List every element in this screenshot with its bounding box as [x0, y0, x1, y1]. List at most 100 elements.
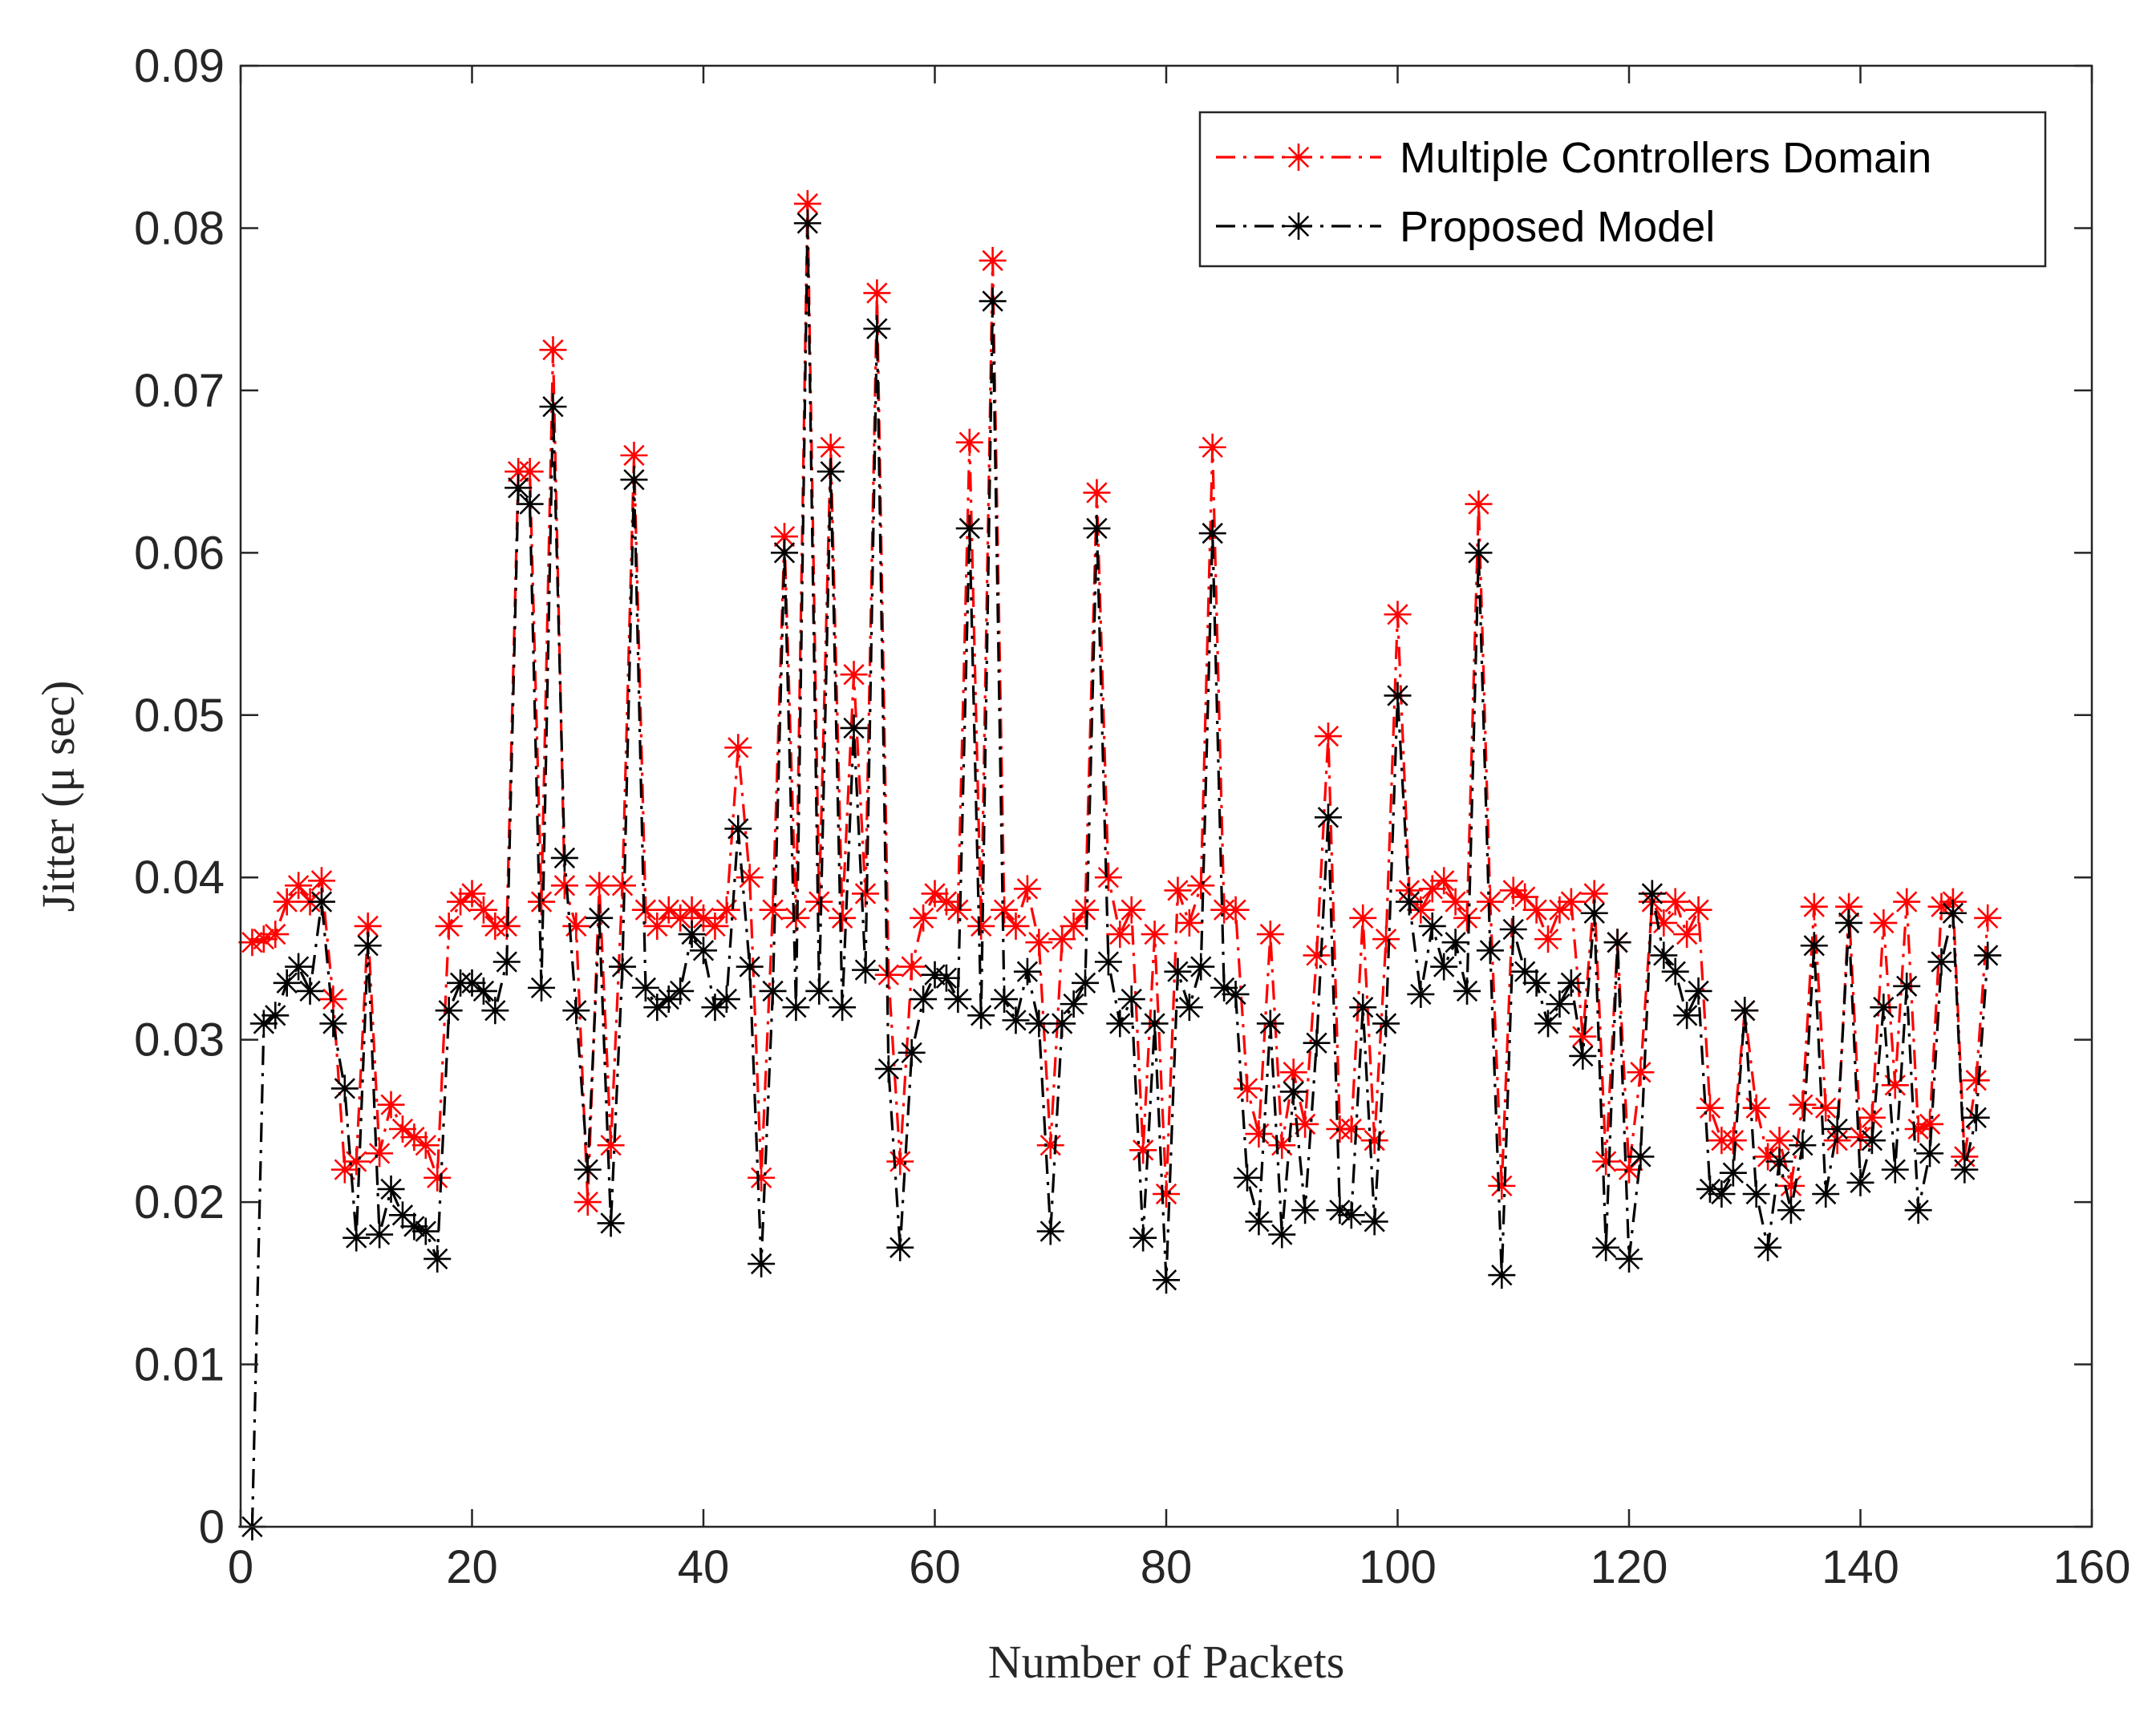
data-point-proposed-model	[1904, 1196, 1932, 1224]
data-point-multiple-controllers	[1418, 875, 1446, 903]
data-point-proposed-model	[1083, 514, 1111, 542]
data-point-proposed-model	[1418, 912, 1446, 940]
data-point-proposed-model	[944, 986, 972, 1014]
data-point-multiple-controllers	[1789, 1091, 1817, 1119]
data-point-proposed-model	[1488, 1261, 1516, 1289]
y-tick-label: 0	[199, 1501, 225, 1553]
y-axis-title: Jitter (μ sec)	[32, 681, 84, 913]
data-point-multiple-controllers	[1569, 1022, 1597, 1050]
data-point-proposed-model	[1580, 899, 1608, 927]
data-point-proposed-model	[712, 986, 740, 1014]
data-point-proposed-model	[667, 977, 695, 1005]
data-point-proposed-model	[1337, 1201, 1365, 1229]
data-point-proposed-model	[481, 997, 509, 1025]
data-point-multiple-controllers	[1072, 896, 1100, 924]
data-point-proposed-model	[1233, 1164, 1261, 1192]
data-point-multiple-controllers	[863, 279, 891, 307]
series-multiple-controllers	[238, 190, 2002, 1216]
data-point-multiple-controllers	[1164, 876, 1192, 905]
data-point-proposed-model	[1453, 977, 1481, 1005]
data-point-proposed-model	[411, 1217, 440, 1245]
x-tick-label: 100	[1359, 1541, 1437, 1593]
data-point-multiple-controllers	[1511, 883, 1539, 911]
data-point-proposed-model	[1696, 1175, 1724, 1203]
data-point-multiple-controllers	[1870, 909, 1898, 937]
data-point-multiple-controllers	[539, 336, 567, 364]
data-point-multiple-controllers	[1372, 925, 1400, 953]
data-point-proposed-model	[1430, 953, 1458, 981]
x-tick-label: 60	[909, 1541, 961, 1593]
data-point-proposed-model	[1013, 957, 1041, 986]
y-tick-label: 0.02	[134, 1176, 225, 1228]
data-point-multiple-controllers	[1893, 888, 1921, 916]
data-point-proposed-model	[1465, 539, 1493, 567]
data-point-multiple-controllers	[1256, 921, 1284, 949]
x-tick-label: 40	[678, 1541, 730, 1593]
data-point-multiple-controllers	[273, 888, 301, 916]
data-point-proposed-model	[1279, 1078, 1307, 1106]
x-tick-label: 80	[1141, 1541, 1193, 1593]
data-point-proposed-model	[1407, 980, 1435, 1008]
data-point-proposed-model	[991, 986, 1019, 1014]
data-point-proposed-model	[528, 973, 556, 1002]
data-point-proposed-model	[1719, 1159, 1747, 1187]
data-point-multiple-controllers	[701, 912, 729, 940]
data-point-multiple-controllers	[1719, 1127, 1747, 1155]
data-point-proposed-model	[1072, 969, 1100, 997]
data-point-multiple-controllers	[805, 888, 833, 916]
data-point-multiple-controllers	[1534, 925, 1562, 953]
data-point-proposed-model	[435, 997, 463, 1025]
series-proposed-model	[238, 209, 2002, 1540]
data-point-proposed-model	[793, 209, 821, 237]
data-point-proposed-model	[1291, 1196, 1319, 1224]
data-point-proposed-model	[782, 994, 810, 1022]
data-point-multiple-controllers	[1881, 1071, 1909, 1099]
data-point-multiple-controllers	[550, 872, 578, 900]
data-point-proposed-model	[1303, 1029, 1331, 1057]
data-point-multiple-controllers	[573, 1188, 602, 1216]
data-point-proposed-model	[678, 921, 706, 949]
data-point-multiple-controllers	[955, 428, 983, 456]
data-point-proposed-model	[1256, 1010, 1284, 1038]
data-point-multiple-controllers	[979, 246, 1007, 274]
data-point-multiple-controllers	[1002, 912, 1030, 940]
data-point-proposed-model	[1765, 1147, 1793, 1176]
data-point-proposed-model	[1951, 1155, 1979, 1184]
data-point-multiple-controllers	[1384, 601, 1412, 629]
data-point-multiple-controllers	[1592, 1147, 1620, 1176]
data-point-multiple-controllers	[366, 1139, 394, 1168]
data-point-multiple-controllers	[1430, 867, 1458, 895]
data-point-proposed-model	[979, 287, 1007, 315]
data-point-multiple-controllers	[944, 896, 972, 924]
x-tick-label: 120	[1591, 1541, 1668, 1593]
data-point-proposed-model	[874, 1055, 902, 1083]
data-point-multiple-controllers	[690, 904, 717, 932]
data-point-multiple-controllers	[458, 880, 486, 908]
data-point-multiple-controllers	[1812, 1094, 1840, 1122]
data-point-multiple-controllers	[1650, 909, 1678, 937]
data-point-proposed-model	[910, 986, 938, 1014]
data-point-multiple-controllers	[562, 912, 590, 940]
data-point-proposed-model	[1441, 929, 1469, 957]
data-point-proposed-model	[1858, 1127, 1886, 1155]
data-point-multiple-controllers	[1222, 896, 1250, 924]
data-point-proposed-model	[1360, 1208, 1388, 1236]
data-point-proposed-model	[354, 932, 382, 960]
data-point-multiple-controllers	[1360, 1127, 1388, 1155]
y-tick-label: 0.09	[134, 40, 225, 92]
data-point-multiple-controllers	[528, 888, 556, 916]
data-point-multiple-controllers	[770, 523, 798, 551]
data-point-proposed-model	[1153, 1266, 1180, 1294]
data-point-multiple-controllers	[597, 1131, 625, 1160]
data-point-multiple-controllers	[1522, 896, 1550, 924]
data-point-proposed-model	[921, 961, 949, 989]
data-point-proposed-model	[1141, 1010, 1169, 1038]
data-point-proposed-model	[631, 973, 659, 1002]
data-point-multiple-controllers	[388, 1115, 416, 1143]
data-point-multiple-controllers	[1858, 1103, 1886, 1131]
legend-box	[1198, 111, 2047, 268]
data-point-proposed-model	[1835, 909, 1863, 937]
data-point-proposed-model	[1106, 1010, 1134, 1038]
data-point-multiple-controllers	[1025, 929, 1053, 957]
data-point-proposed-model	[1592, 1233, 1620, 1261]
